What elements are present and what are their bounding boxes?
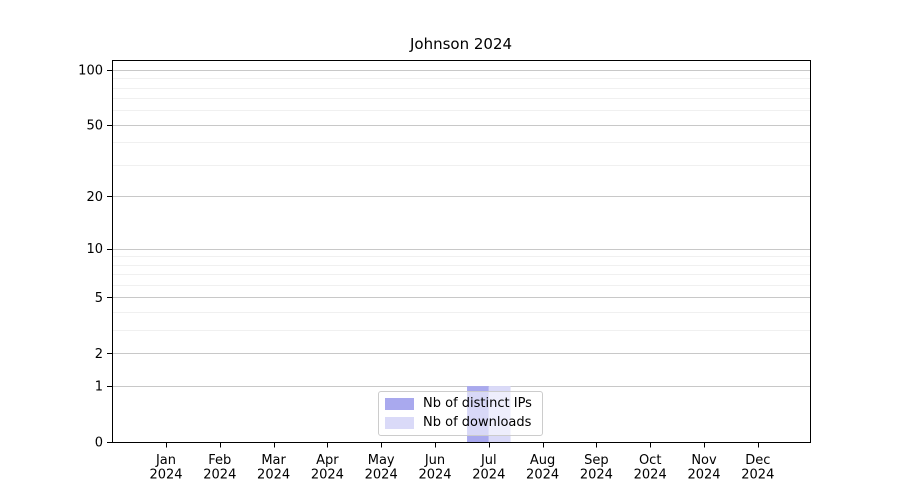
- x-tick-label-year: 2024: [580, 468, 613, 483]
- x-tick-label-month: Oct: [639, 453, 661, 468]
- legend-item-distinct-ips: Nb of distinct IPs: [385, 396, 532, 411]
- x-tick-label-year: 2024: [203, 468, 236, 483]
- x-tick-label-month: May: [368, 453, 395, 468]
- y-tick-label: 100: [78, 63, 103, 78]
- x-tick-label-month: Sep: [584, 453, 609, 468]
- legend-item-downloads: Nb of downloads: [385, 415, 532, 430]
- legend: Nb of distinct IPs Nb of downloads: [378, 391, 543, 436]
- axes-box: [112, 60, 811, 443]
- legend-swatch-downloads: [385, 416, 414, 429]
- x-tick-label-year: 2024: [741, 468, 774, 483]
- x-tick-label-year: 2024: [418, 468, 451, 483]
- y-tick-label: 10: [86, 242, 103, 257]
- y-tick-label: 5: [95, 291, 103, 306]
- x-tick-label-year: 2024: [365, 468, 398, 483]
- y-tick-label: 50: [86, 118, 103, 133]
- x-tick-label-year: 2024: [257, 468, 290, 483]
- x-tick-label-month: Aug: [530, 453, 555, 468]
- x-tick-label-month: Mar: [261, 453, 286, 468]
- x-tick-label-year: 2024: [687, 468, 720, 483]
- legend-swatch-distinct-ips: [385, 397, 414, 410]
- x-tick-label-year: 2024: [634, 468, 667, 483]
- y-tick-label: 20: [86, 190, 103, 205]
- x-tick-label-month: Jul: [480, 453, 497, 468]
- x-tick-label-month: Feb: [208, 453, 231, 468]
- legend-label-downloads: Nb of downloads: [423, 415, 532, 430]
- chart-title: Johnson 2024: [409, 35, 513, 53]
- x-tick-label-year: 2024: [472, 468, 505, 483]
- x-tick-label-month: Jun: [424, 453, 445, 468]
- x-tick-label-month: Apr: [316, 453, 339, 468]
- x-tick-label-year: 2024: [526, 468, 559, 483]
- legend-label-distinct-ips: Nb of distinct IPs: [423, 396, 532, 411]
- x-tick-label-month: Nov: [691, 453, 717, 468]
- y-tick-label: 1: [95, 380, 103, 395]
- y-tick-label: 0: [95, 436, 103, 451]
- x-tick-label-month: Dec: [745, 453, 770, 468]
- x-tick-label-month: Jan: [155, 453, 176, 468]
- y-tick-label: 2: [95, 347, 103, 362]
- x-tick-label-year: 2024: [311, 468, 344, 483]
- x-tick-label-year: 2024: [149, 468, 182, 483]
